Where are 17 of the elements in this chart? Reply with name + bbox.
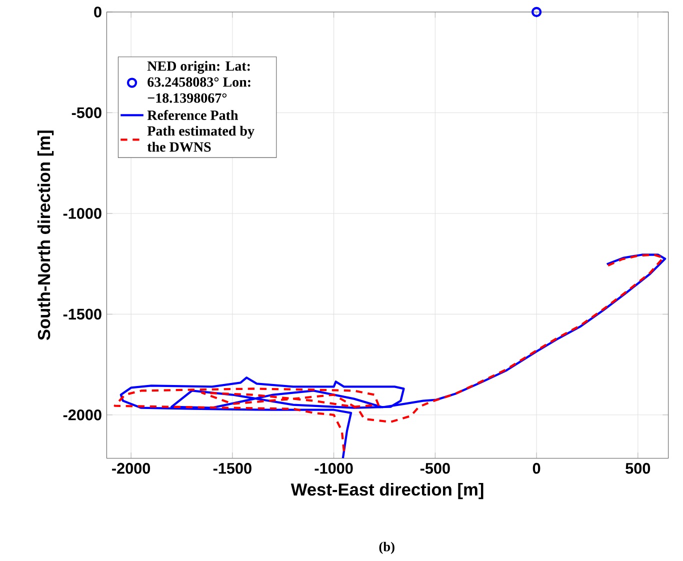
x-axis-title: West-East direction [m] <box>290 482 484 499</box>
x-tick-label: -1500 <box>213 462 252 474</box>
legend-label: Path estimated by the DWNS <box>147 126 254 152</box>
y-tick-label: -2000 <box>63 409 102 420</box>
y-tick-label: -1000 <box>63 208 102 219</box>
x-tick-label: 500 <box>626 462 650 474</box>
x-tick-label: -2000 <box>112 462 150 474</box>
y-tick-label: -1500 <box>63 308 102 320</box>
y-axis-title: South-North direction [m] <box>37 130 54 340</box>
y-tick-label: -500 <box>72 107 102 118</box>
y-tick-label: 0 <box>94 6 102 18</box>
legend-label: Reference Path <box>147 110 238 120</box>
x-tick-label: -500 <box>420 462 450 474</box>
text: (b) <box>379 542 394 554</box>
x-tick-label: 0 <box>532 462 540 474</box>
x-tick-label: -1000 <box>314 462 353 474</box>
legend-label: NED origin: Lat: 63.2458083° Lon: −18.1398067° <box>147 60 250 103</box>
